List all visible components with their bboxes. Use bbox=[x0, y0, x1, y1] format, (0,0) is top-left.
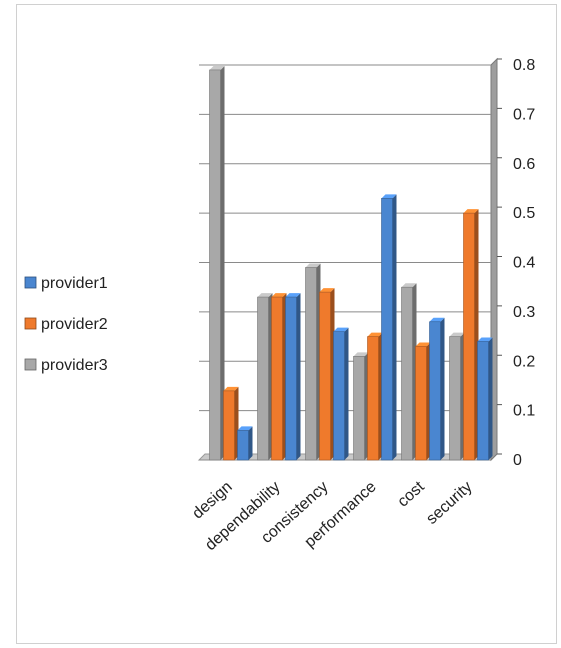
legend-label: provider2 bbox=[41, 316, 108, 333]
y-tick-label: 0.4 bbox=[513, 255, 535, 272]
legend-swatch bbox=[25, 277, 36, 288]
y-tick-label: 0.2 bbox=[513, 353, 535, 370]
legend-label: provider1 bbox=[41, 275, 108, 292]
bar-provider1-dependability bbox=[286, 293, 301, 460]
bar-side bbox=[345, 328, 349, 460]
bar-front bbox=[238, 430, 249, 460]
bar-provider3-design bbox=[210, 66, 225, 460]
bar-front bbox=[286, 297, 297, 460]
bar-provider3-dependability bbox=[258, 293, 273, 460]
bar-provider3-cost bbox=[402, 283, 417, 460]
bar-front bbox=[306, 267, 317, 460]
bar-provider1-performance bbox=[382, 194, 397, 460]
bar-front bbox=[368, 337, 379, 460]
bar-provider2-performance bbox=[368, 333, 383, 460]
bar-front bbox=[416, 346, 427, 460]
legend-item-provider1: provider1 bbox=[25, 275, 108, 292]
legend: provider1 provider2 provider3 bbox=[25, 275, 108, 374]
bar-provider2-consistency bbox=[320, 288, 335, 460]
y-axis: 0 0.1 0.2 0.3 0.4 0.5 0.6 0.7 0.8 bbox=[497, 57, 535, 469]
bar-side bbox=[441, 318, 445, 460]
y-tick-label: 0 bbox=[513, 452, 522, 469]
bar-provider2-security bbox=[464, 209, 479, 460]
category-labels: designdependabilityconsistencyperformanc… bbox=[189, 478, 475, 554]
bar-front bbox=[450, 337, 461, 460]
bar-provider2-cost bbox=[416, 342, 431, 460]
bar-front bbox=[272, 297, 283, 460]
bar-side bbox=[249, 426, 253, 460]
bar-provider1-security bbox=[478, 338, 493, 461]
y-tick-label: 0.5 bbox=[513, 205, 535, 222]
bar-front bbox=[382, 198, 393, 460]
legend-item-provider2: provider2 bbox=[25, 316, 108, 333]
bar-chart: 0 0.1 0.2 0.3 0.4 0.5 0.6 0.7 0.8 designdependab… bbox=[17, 5, 558, 645]
bar-front bbox=[320, 292, 331, 460]
y-tick-label: 0.8 bbox=[513, 57, 535, 74]
bar-front bbox=[224, 391, 235, 460]
y-tick-label: 0.1 bbox=[513, 403, 535, 420]
y-tick-label: 0.6 bbox=[513, 156, 535, 173]
bar-provider1-design bbox=[238, 426, 253, 460]
bar-front bbox=[258, 297, 269, 460]
bar-provider1-consistency bbox=[334, 328, 349, 460]
bar-provider2-design bbox=[224, 387, 239, 460]
bar-front bbox=[210, 70, 221, 460]
bar-front bbox=[402, 287, 413, 460]
bar-provider2-dependability bbox=[272, 293, 287, 460]
y-tick-label: 0.7 bbox=[513, 106, 535, 123]
category-label-cost: cost bbox=[394, 478, 428, 511]
legend-swatch bbox=[25, 359, 36, 370]
bar-side bbox=[393, 194, 397, 460]
legend-item-provider3: provider3 bbox=[25, 357, 108, 374]
bar-side bbox=[297, 293, 301, 460]
bar-front bbox=[464, 213, 475, 460]
bar-front bbox=[354, 356, 365, 460]
legend-label: provider3 bbox=[41, 357, 108, 374]
y-tick-label: 0.3 bbox=[513, 304, 535, 321]
bar-front bbox=[430, 322, 441, 460]
bar-front bbox=[334, 332, 345, 460]
bar-provider1-cost bbox=[430, 318, 445, 460]
bar-provider3-consistency bbox=[306, 263, 321, 460]
bar-provider3-security bbox=[450, 333, 465, 460]
category-label-design: design bbox=[189, 478, 235, 522]
legend-swatch bbox=[25, 318, 36, 329]
category-label-security: security bbox=[423, 478, 475, 528]
bar-provider3-performance bbox=[354, 352, 369, 460]
chart-frame: 0 0.1 0.2 0.3 0.4 0.5 0.6 0.7 0.8 design dependab… bbox=[16, 4, 557, 644]
bar-side bbox=[489, 338, 493, 461]
bar-front bbox=[478, 342, 489, 461]
